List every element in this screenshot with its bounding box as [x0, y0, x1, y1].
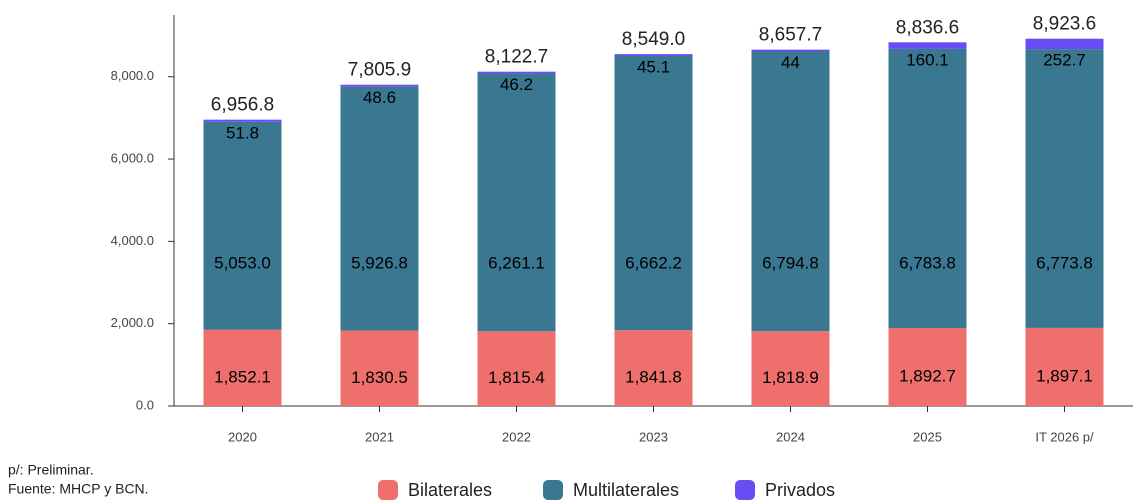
bar-segment [1025, 49, 1104, 328]
y-tick-label: 6,000.0 [111, 150, 154, 165]
bar-segment [888, 42, 967, 49]
data-label: 5,053.0 [214, 253, 271, 272]
total-label: 7,805.9 [348, 60, 411, 81]
data-label: 6,794.8 [762, 253, 819, 272]
data-label: 6,783.8 [899, 253, 956, 272]
data-label: 46.2 [500, 75, 533, 94]
total-label: 8,122.7 [485, 47, 548, 68]
data-label: 5,926.8 [351, 253, 408, 272]
data-label: 48.6 [363, 88, 396, 107]
x-tick-label: 2022 [502, 429, 531, 444]
bar-segment [888, 328, 967, 406]
data-label: 252.7 [1043, 51, 1086, 70]
legend-swatch [735, 480, 755, 500]
bar-segment [477, 331, 556, 406]
data-label: 1,830.5 [351, 368, 408, 387]
data-label: 1,852.1 [214, 367, 271, 386]
bar-segment [614, 330, 693, 406]
x-tick-label: 2025 [913, 429, 942, 444]
note: p/: Preliminar. [8, 462, 94, 478]
total-label: 8,657.7 [759, 25, 822, 46]
total-label: 8,549.0 [622, 29, 685, 50]
data-label: 6,662.2 [625, 253, 682, 272]
data-label: 6,773.8 [1036, 253, 1093, 272]
bar-segment [203, 119, 282, 122]
legend-label: Multilaterales [573, 480, 679, 500]
x-tick-label: 2021 [365, 429, 394, 444]
bar-segment [203, 329, 282, 406]
bar-segment [477, 73, 556, 332]
y-tick-label: 0.0 [136, 397, 154, 412]
bar-segment [1025, 38, 1104, 50]
bar-segment [614, 55, 693, 331]
bar-segment [751, 331, 830, 406]
y-tick-label: 4,000.0 [111, 233, 154, 248]
total-label: 8,836.6 [896, 17, 959, 38]
legend-swatch [543, 480, 563, 500]
note: Fuente: MHCP y BCN. [8, 481, 149, 497]
bar-segment [888, 48, 967, 329]
bar-segment [751, 49, 830, 52]
bar-segment [614, 54, 693, 56]
data-label: 1,841.8 [625, 368, 682, 387]
legend-swatch [378, 480, 398, 500]
x-tick-label: 2023 [639, 429, 668, 444]
data-label: 1,892.7 [899, 367, 956, 386]
data-label: 160.1 [906, 50, 949, 69]
data-label: 1,818.9 [762, 368, 819, 387]
data-label: 1,815.4 [488, 368, 545, 387]
bar-segment [751, 51, 830, 332]
bar-segment [203, 121, 282, 330]
data-label: 45.1 [637, 57, 670, 76]
bar-segment [340, 86, 419, 331]
legend-label: Bilaterales [408, 480, 492, 500]
total-label: 8,923.6 [1033, 14, 1096, 35]
y-tick-label: 2,000.0 [111, 315, 154, 330]
legend-label: Privados [765, 480, 835, 500]
bar-segment [1025, 327, 1104, 406]
bar-segment [340, 84, 419, 87]
total-label: 6,956.8 [211, 95, 274, 116]
y-tick-label: 8,000.0 [111, 68, 154, 83]
data-label: 44 [781, 53, 800, 72]
x-tick-label: 2020 [228, 429, 257, 444]
x-tick-label: 2024 [776, 429, 805, 444]
bar-segment [340, 330, 419, 406]
data-label: 51.8 [226, 123, 259, 142]
x-tick-label: IT 2026 p/ [1035, 429, 1094, 444]
bar-segment [477, 71, 556, 74]
data-label: 1,897.1 [1036, 366, 1093, 385]
data-label: 6,261.1 [488, 253, 545, 272]
